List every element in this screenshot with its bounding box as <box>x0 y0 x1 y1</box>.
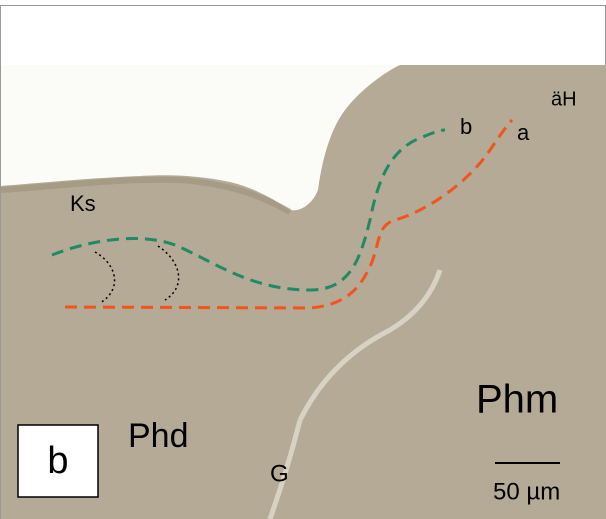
label-ks: Ks <box>70 191 96 216</box>
label-a: a <box>517 120 530 145</box>
label-phm: Phm <box>476 378 558 422</box>
label-g: G <box>270 460 289 487</box>
scale-label: 50 µm <box>493 478 560 505</box>
label-aeh: äH <box>551 88 577 110</box>
label-b: b <box>460 114 472 139</box>
figure: b Ks b a äH Phm Phd G 50 µm <box>0 0 606 519</box>
label-phd: Phd <box>128 417 189 455</box>
panel-label: b <box>47 440 68 482</box>
